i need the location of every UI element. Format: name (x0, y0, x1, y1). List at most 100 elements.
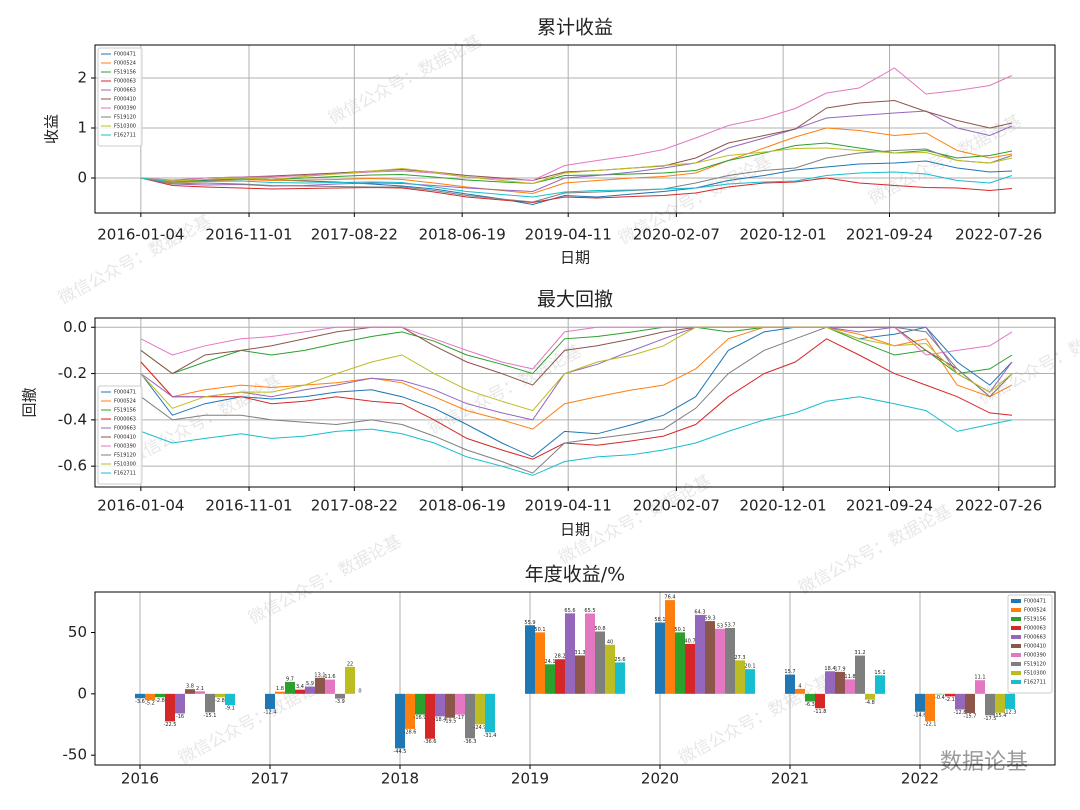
value-label: 18.4 (824, 666, 835, 672)
value-label: -0.4 (935, 695, 945, 701)
bar (475, 693, 485, 725)
legend-label: F162711 (114, 471, 136, 477)
legend-swatch (1011, 617, 1021, 621)
x-tick-label: 2021-09-24 (846, 226, 933, 244)
watermark: 微信公众号：数据论基 (425, 341, 584, 438)
bar (655, 622, 665, 694)
x-tick-label: 2016-01-04 (97, 226, 184, 244)
bar (845, 679, 855, 694)
bar (965, 693, 975, 714)
legend-swatch (1011, 635, 1021, 639)
value-label: 53.7 (724, 622, 735, 628)
bar (545, 664, 555, 694)
value-label: -16 (176, 714, 184, 720)
series-line (140, 326, 1013, 458)
series-line (140, 326, 1013, 421)
legend-label: F000410 (1024, 644, 1046, 650)
bar (565, 613, 575, 694)
legend-label: F519120 (114, 453, 136, 459)
value-label: 20.1 (744, 664, 755, 670)
x-tick-label: 2018-06-19 (419, 226, 506, 244)
bar (825, 671, 835, 694)
bar (325, 679, 335, 694)
x-tick-label: 2020-02-07 (633, 497, 720, 515)
bar (675, 632, 685, 694)
value-label: 3.4 (296, 684, 304, 690)
value-label: -15.7 (964, 714, 977, 720)
value-label: 40 (607, 639, 613, 645)
value-label: 11.8 (844, 674, 855, 680)
value-label: 13.1 (314, 672, 325, 678)
legend-label: F519156 (114, 70, 136, 76)
value-label: 65.5 (584, 608, 595, 614)
legend-label: F000410 (114, 435, 136, 441)
y-tick-label: 0.0 (63, 318, 87, 336)
plot-frame (94, 44, 1056, 214)
series-line (140, 142, 1013, 185)
value-label: -19.5 (444, 718, 457, 724)
x-tick-label: 2018-06-19 (419, 497, 506, 515)
y-tick-label: 50 (68, 623, 87, 641)
y-tick-label: -0.2 (58, 364, 87, 382)
plot-frame (94, 317, 1056, 488)
legend-label: F000471 (114, 390, 136, 396)
series-line (140, 326, 1013, 474)
bar (285, 681, 295, 694)
value-label: -4.8 (865, 700, 875, 706)
y-axis-label: 回撤 (21, 387, 39, 417)
value-label: -12.4 (264, 710, 277, 716)
legend-swatch (1011, 680, 1021, 684)
bar (805, 693, 815, 702)
value-label: -31.4 (484, 733, 497, 739)
value-label: -18.4 (434, 717, 447, 723)
bar (145, 693, 155, 701)
bar (985, 693, 995, 716)
bar (225, 693, 235, 706)
x-tick-label: 2018 (381, 770, 419, 788)
bar (665, 600, 675, 694)
legend-swatch (1011, 644, 1021, 648)
series-line (140, 171, 1013, 198)
chart-title: 年度收益/% (525, 564, 625, 586)
bar (135, 693, 145, 699)
series-line (140, 67, 1013, 182)
value-label: 15.7 (784, 669, 795, 675)
bar (605, 644, 615, 694)
legend-swatch (1011, 608, 1021, 612)
legend-label: F510300 (114, 462, 136, 468)
bar (305, 686, 315, 694)
y-tick-label: 2 (77, 69, 87, 87)
legend-label: F000390 (114, 106, 136, 112)
legend-label: F162711 (1024, 680, 1046, 686)
value-label: 4 (798, 683, 801, 689)
legend-label: F000063 (114, 79, 136, 85)
value-label: 5.9 (306, 681, 314, 687)
watermark: 微信公众号：数据论基 (325, 31, 484, 128)
plot-frame (94, 591, 1056, 766)
value-label: -17.5 (984, 716, 997, 722)
value-label: 1.8 (276, 686, 284, 692)
legend-label: F519120 (1024, 662, 1046, 668)
bar (855, 655, 865, 694)
bar (405, 693, 415, 729)
bar (615, 662, 625, 694)
bar (685, 643, 695, 694)
bar (725, 627, 735, 694)
value-label: -2.8 (215, 698, 225, 704)
x-tick-label: 2022-07-26 (955, 226, 1042, 244)
bar (705, 621, 715, 694)
bar (415, 693, 425, 715)
bar (975, 680, 985, 694)
value-label: -5.2 (145, 701, 155, 707)
value-label: 28.2 (554, 654, 565, 660)
x-tick-label: 2016-01-04 (97, 497, 184, 515)
bar (525, 625, 535, 694)
bar (575, 655, 585, 694)
legend-label: F510300 (114, 124, 136, 130)
value-label: 53 (717, 623, 723, 629)
bar (185, 689, 195, 694)
x-tick-label: 2020-12-01 (740, 226, 827, 244)
value-label: -2.1 (945, 697, 955, 703)
value-label: -6.3 (805, 702, 815, 708)
bar (735, 660, 745, 694)
